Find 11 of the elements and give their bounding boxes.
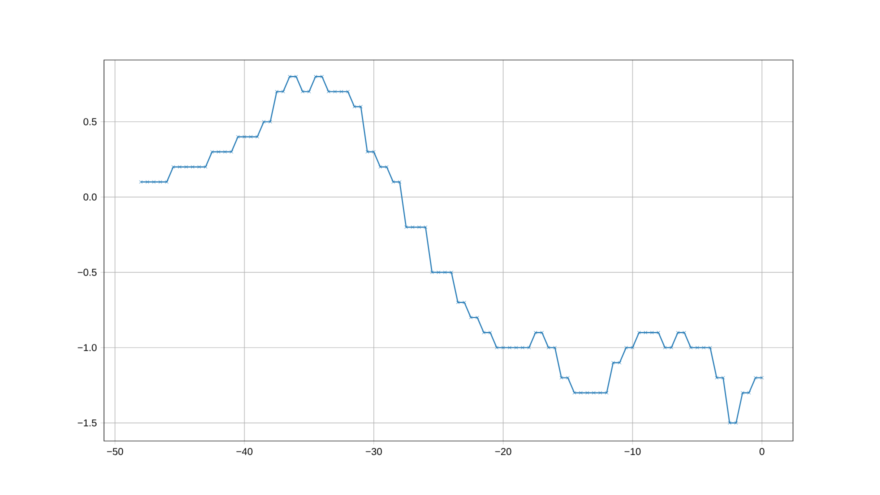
x-tick-label: −10 [624, 448, 641, 456]
x-tick-label: −50 [107, 448, 124, 456]
y-tick-label: −1.0 [78, 344, 97, 352]
y-tick-label: 0.0 [84, 194, 97, 201]
y-tick-label: −0.5 [78, 268, 97, 276]
x-tick-label: −30 [366, 448, 382, 456]
y-tick-label: 0.5 [84, 118, 97, 126]
x-tick-label: −40 [236, 448, 252, 456]
x-tick-label: −20 [495, 448, 512, 456]
y-tick-label: −1.5 [78, 419, 97, 426]
x-tick-label: 0 [760, 448, 764, 456]
